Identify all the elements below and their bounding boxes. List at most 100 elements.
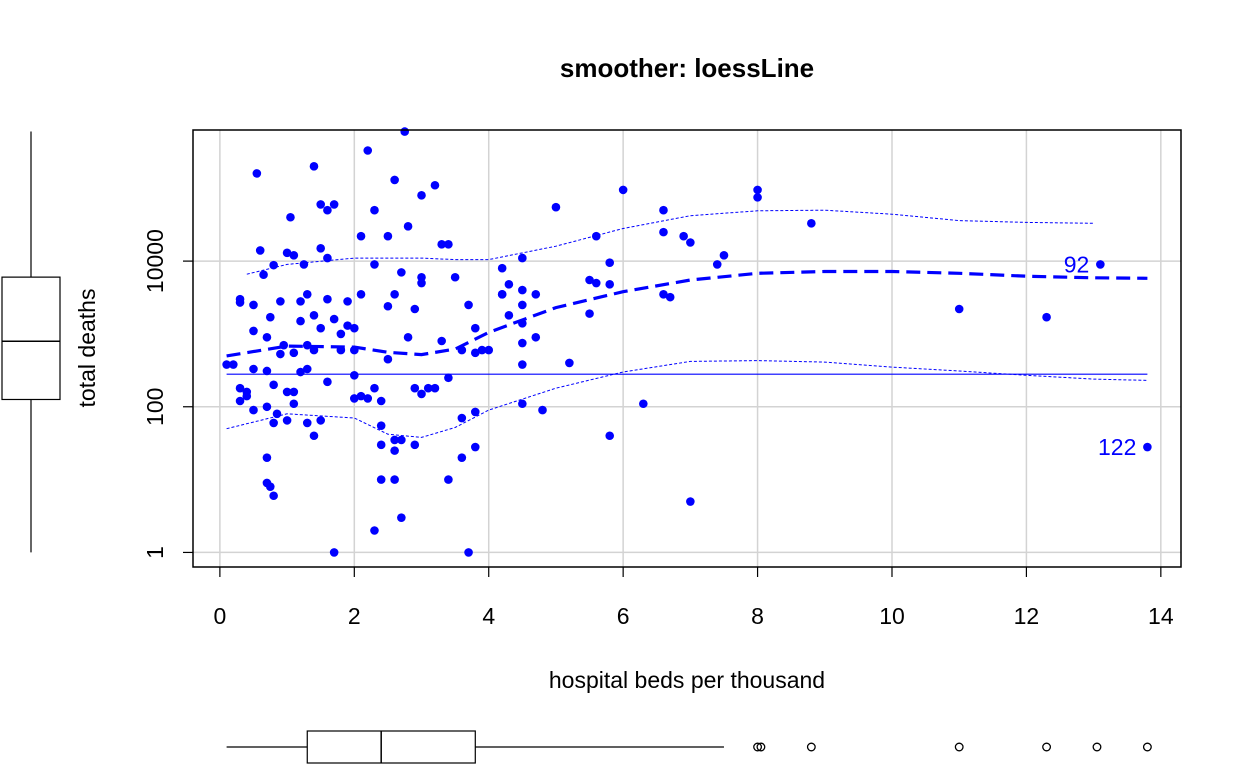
data-point [302, 340, 312, 350]
x-tick-label: 8 [751, 603, 764, 629]
x-tick-label: 6 [617, 603, 630, 629]
data-point [329, 200, 339, 209]
data-point [417, 278, 426, 288]
data-point [259, 270, 268, 280]
x-box-outlier [954, 742, 964, 752]
data-point [403, 332, 413, 342]
data-point [1143, 442, 1152, 452]
y-boxplot [1, 131, 61, 553]
data-point [249, 364, 258, 374]
scatter-points [222, 127, 1152, 557]
data-point [417, 191, 426, 200]
data-point [229, 360, 238, 369]
data-point [585, 275, 594, 285]
data-point [262, 366, 272, 376]
data-point [410, 383, 420, 393]
data-point [316, 416, 326, 425]
data-point [531, 290, 541, 299]
data-point [551, 202, 561, 212]
data-point [249, 405, 258, 415]
data-point [753, 185, 762, 195]
data-point [323, 205, 332, 215]
x-tick-label: 10 [879, 603, 905, 629]
data-point [235, 383, 245, 393]
data-point [403, 222, 413, 231]
data-point [430, 383, 440, 393]
data-point [464, 548, 473, 557]
data-point [279, 340, 289, 350]
data-point [296, 297, 305, 306]
data-point [336, 329, 346, 339]
data-point [289, 399, 299, 409]
x-tick-label: 0 [213, 603, 226, 629]
data-point [296, 367, 305, 377]
data-point [265, 482, 275, 491]
x-tick-label: 14 [1148, 603, 1174, 629]
data-point [262, 453, 272, 462]
data-point [350, 323, 359, 333]
data-point [410, 304, 420, 314]
data-point [605, 258, 615, 268]
data-point [659, 290, 668, 299]
x-box-outlier [1042, 742, 1052, 752]
data-point [390, 435, 399, 445]
data-point [262, 332, 272, 342]
data-point [235, 396, 245, 406]
x-box-outlier [756, 742, 766, 752]
data-point [686, 238, 695, 247]
data-point [316, 243, 326, 253]
data-point [323, 253, 332, 263]
y-tick-label: 10000 [142, 229, 168, 293]
data-point [518, 300, 527, 310]
data-point [316, 323, 326, 333]
grid [193, 130, 1181, 567]
data-point [390, 446, 399, 455]
data-point [518, 318, 527, 328]
data-point [390, 475, 399, 484]
data-point [269, 380, 278, 390]
data-point [390, 175, 399, 185]
point-labels: 92 122 [1064, 251, 1137, 460]
data-point [252, 169, 262, 178]
data-point [397, 435, 406, 445]
data-point [383, 231, 393, 241]
data-point [309, 345, 319, 355]
data-point [477, 345, 487, 355]
data-point [249, 300, 258, 310]
x-tick-label: 2 [348, 603, 361, 629]
x-boxplot [226, 730, 1152, 764]
data-point [497, 263, 507, 273]
data-point [538, 405, 547, 415]
chart-title: smoother: loessLine [560, 53, 814, 83]
data-point [464, 300, 473, 310]
point-label: 92 [1064, 251, 1090, 277]
data-point [265, 312, 275, 322]
data-point [807, 219, 816, 228]
data-point [343, 297, 352, 306]
data-point [565, 358, 574, 368]
data-point [470, 323, 480, 333]
y-box-iqr [1, 276, 61, 401]
data-point [457, 453, 467, 462]
data-point [383, 301, 393, 311]
data-point [719, 251, 729, 260]
data-point [470, 348, 480, 358]
data-point [410, 440, 420, 450]
data-point [302, 418, 312, 428]
data-point [376, 440, 386, 450]
data-point [309, 431, 319, 441]
data-point [249, 326, 258, 336]
data-point [417, 389, 426, 399]
x-tick-label: 12 [1014, 603, 1040, 629]
spread-upper-line [246, 209, 1094, 275]
data-point [329, 314, 339, 324]
data-point [497, 290, 507, 299]
data-point [296, 316, 305, 326]
data-point [343, 321, 352, 330]
data-point [450, 272, 460, 282]
data-point [605, 431, 615, 441]
data-point [376, 421, 386, 430]
loess-fit-line [226, 269, 1148, 358]
data-point [504, 280, 514, 289]
